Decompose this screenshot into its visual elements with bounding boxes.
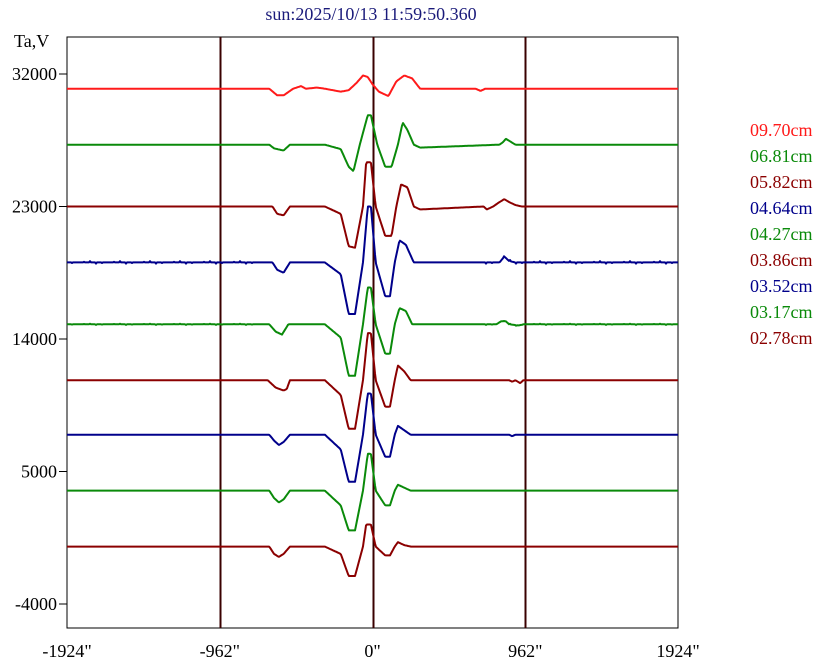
- series-line-6: [67, 392, 678, 483]
- x-tick-label-0: -1924": [42, 641, 91, 661]
- series-line-8: [67, 523, 678, 577]
- legend-entry-5: 03.86cm: [750, 250, 813, 270]
- y-tick-label-2: 14000: [12, 329, 57, 349]
- x-tick-label-2: 0": [364, 641, 380, 661]
- x-axis-ticks: -1924" -962" 0" 962" 1924": [42, 641, 699, 661]
- series-line-5: [67, 332, 678, 430]
- y-tick-label-1: 23000: [12, 197, 57, 217]
- series-line-7: [67, 452, 678, 532]
- y-axis-ticks: 32000 23000 14000 5000 -4000: [12, 64, 67, 614]
- legend-entry-3: 04.64cm: [750, 198, 813, 218]
- series-line-3: [67, 205, 678, 315]
- legend-entry-2: 05.82cm: [750, 172, 813, 192]
- x-tick-label-3: 962": [508, 641, 542, 661]
- chart-title: sun:2025/10/13 11:59:50.360: [265, 4, 476, 24]
- series-layer: [67, 74, 678, 577]
- vertical-lines: [219, 37, 527, 628]
- legend-entry-6: 03.52cm: [750, 276, 813, 296]
- legend: 09.70cm 06.81cm 05.82cm 04.64cm 04.27cm 03.86…: [750, 120, 813, 348]
- series-line-0: [67, 74, 678, 97]
- legend-entry-1: 06.81cm: [750, 146, 813, 166]
- series-line-2: [67, 161, 678, 249]
- y-tick-label-4: -4000: [15, 594, 57, 614]
- y-axis-label: Ta,V: [14, 31, 49, 51]
- y-tick-label-0: 32000: [12, 64, 57, 84]
- x-tick-label-4: 1924": [656, 641, 699, 661]
- legend-entry-8: 02.78cm: [750, 328, 813, 348]
- x-tick-label-1: -962": [200, 641, 240, 661]
- legend-entry-7: 03.17cm: [750, 302, 813, 322]
- y-tick-label-3: 5000: [21, 462, 57, 482]
- series-line-1: [67, 114, 678, 172]
- legend-entry-4: 04.27cm: [750, 224, 813, 244]
- legend-entry-0: 09.70cm: [750, 120, 813, 140]
- series-line-4: [67, 286, 678, 377]
